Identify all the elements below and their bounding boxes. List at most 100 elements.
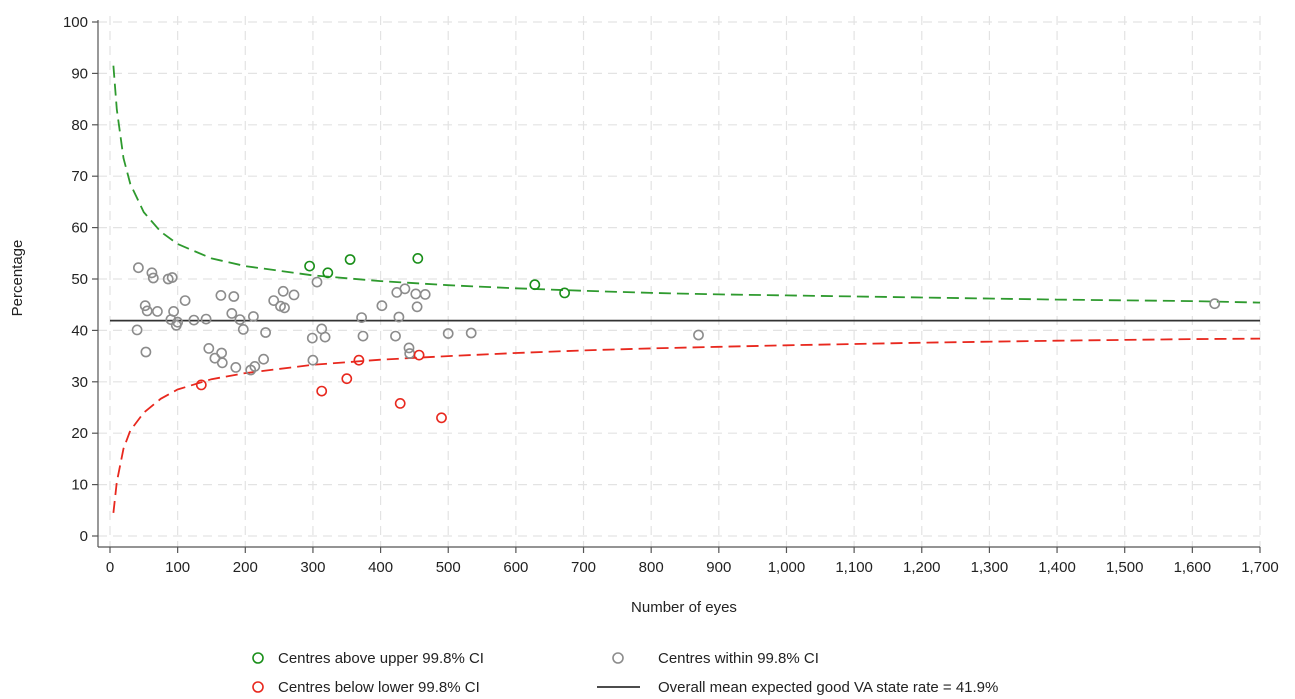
point-within-ci — [1209, 298, 1221, 310]
point-below-lower-ci — [413, 349, 425, 361]
point-within-ci — [268, 295, 280, 306]
x-tick-label: 1,500 — [1106, 559, 1144, 576]
point-above-upper-ci — [322, 267, 334, 279]
point-within-ci — [393, 311, 405, 323]
point-within-ci — [307, 354, 319, 366]
point-above-upper-ci — [344, 254, 356, 265]
point-within-ci — [247, 311, 259, 322]
x-tick-label: 800 — [639, 559, 664, 576]
x-tick-label: 600 — [503, 559, 528, 576]
data-points — [131, 252, 1221, 424]
x-tick-label: 1,300 — [971, 559, 1009, 576]
point-within-ci — [215, 289, 227, 301]
point-within-ci — [319, 331, 331, 343]
point-within-ci — [306, 332, 318, 344]
y-tick-label: 40 — [71, 322, 88, 339]
x-tick-label: 1,700 — [1241, 559, 1279, 576]
point-within-ci — [151, 305, 163, 317]
point-within-ci — [203, 342, 215, 354]
point-below-lower-ci — [195, 379, 207, 391]
point-within-ci — [141, 305, 153, 317]
point-within-ci — [230, 361, 242, 373]
point-within-ci — [403, 342, 415, 354]
point-within-ci — [132, 262, 144, 274]
point-within-ci — [172, 316, 183, 328]
point-within-ci — [168, 305, 179, 317]
point-within-ci — [146, 267, 158, 279]
point-within-ci — [147, 272, 159, 284]
point-within-ci — [249, 360, 261, 372]
y-tick-label: 20 — [71, 425, 88, 442]
axes: 0 10 20 30 40 50 60 70 80 90 100 0 100 200 300 400 500 60… — [63, 14, 1279, 576]
point-within-ci — [279, 302, 290, 314]
legend-label-above-upper-ci: Centres above upper 99.8% CI — [278, 650, 484, 667]
gridlines — [98, 16, 1261, 547]
legend-label-within-ci: Centres within 99.8% CI — [658, 650, 819, 667]
legend-item-below-lower-ci: Centres below lower 99.8% CI — [252, 679, 480, 696]
legend-marker-grey-circle — [612, 652, 624, 664]
point-within-ci — [288, 289, 300, 301]
point-within-ci — [226, 307, 238, 319]
point-within-ci — [216, 357, 228, 369]
control-limit-curves — [110, 65, 1261, 513]
point-within-ci — [139, 300, 151, 312]
y-tick-label: 10 — [71, 477, 88, 494]
x-tick-label: 1,000 — [768, 559, 806, 576]
y-tick-label: 90 — [71, 65, 88, 82]
point-within-ci — [200, 313, 212, 325]
point-below-lower-ci — [436, 412, 447, 424]
point-below-lower-ci — [353, 354, 365, 366]
point-below-lower-ci — [394, 397, 406, 409]
point-within-ci — [131, 324, 143, 336]
legend-item-mean-line: Overall mean expected good VA state rate… — [597, 679, 998, 696]
point-within-ci — [166, 272, 178, 283]
x-tick-label: 1,600 — [1174, 559, 1212, 576]
point-within-ci — [237, 323, 249, 335]
x-tick-label: 300 — [300, 559, 325, 576]
lower-control-limit-curve — [112, 337, 1261, 513]
point-within-ci — [693, 329, 704, 341]
point-within-ci — [140, 346, 152, 358]
y-tick-label: 100 — [63, 14, 88, 31]
y-tick-label: 30 — [71, 374, 88, 391]
point-within-ci — [277, 285, 289, 297]
point-within-ci — [179, 295, 191, 306]
x-tick-label: 100 — [165, 559, 190, 576]
legend-label-below-lower-ci: Centres below lower 99.8% CI — [278, 679, 480, 696]
x-axis-title: Number of eyes — [631, 599, 737, 616]
x-tick-label: 200 — [233, 559, 258, 576]
point-within-ci — [376, 300, 388, 312]
point-within-ci — [399, 283, 411, 295]
point-within-ci — [390, 330, 401, 342]
x-tick-label: 1,200 — [903, 559, 941, 576]
point-within-ci — [234, 314, 246, 325]
y-axis-title: Percentage — [9, 240, 26, 317]
point-above-upper-ci — [412, 252, 424, 264]
y-tick-label: 50 — [71, 271, 88, 288]
y-tick-label: 0 — [80, 528, 88, 545]
point-above-upper-ci — [529, 279, 541, 291]
point-within-ci — [465, 327, 477, 339]
legend-label-mean-line: Overall mean expected good VA state rate… — [658, 679, 998, 696]
y-tick-label: 60 — [71, 220, 88, 237]
legend-marker-red-circle — [252, 681, 264, 693]
x-tick-label: 400 — [368, 559, 393, 576]
x-tick-label: 0 — [106, 559, 114, 576]
point-above-upper-ci — [304, 260, 315, 272]
point-within-ci — [228, 291, 240, 302]
upper-control-limit-curve — [112, 65, 1261, 304]
legend-item-within-ci: Centres within 99.8% CI — [612, 650, 819, 667]
point-within-ci — [419, 288, 431, 300]
point-below-lower-ci — [316, 385, 328, 397]
point-within-ci — [311, 276, 323, 288]
legend-marker-green-circle — [252, 652, 264, 664]
y-tick-label: 80 — [71, 117, 88, 134]
x-tick-label: 1,100 — [835, 559, 873, 576]
legend-item-above-upper-ci: Centres above upper 99.8% CI — [252, 650, 484, 667]
point-within-ci — [188, 314, 200, 326]
point-within-ci — [356, 312, 367, 323]
x-tick-label: 700 — [571, 559, 596, 576]
point-above-upper-ci — [559, 287, 570, 299]
